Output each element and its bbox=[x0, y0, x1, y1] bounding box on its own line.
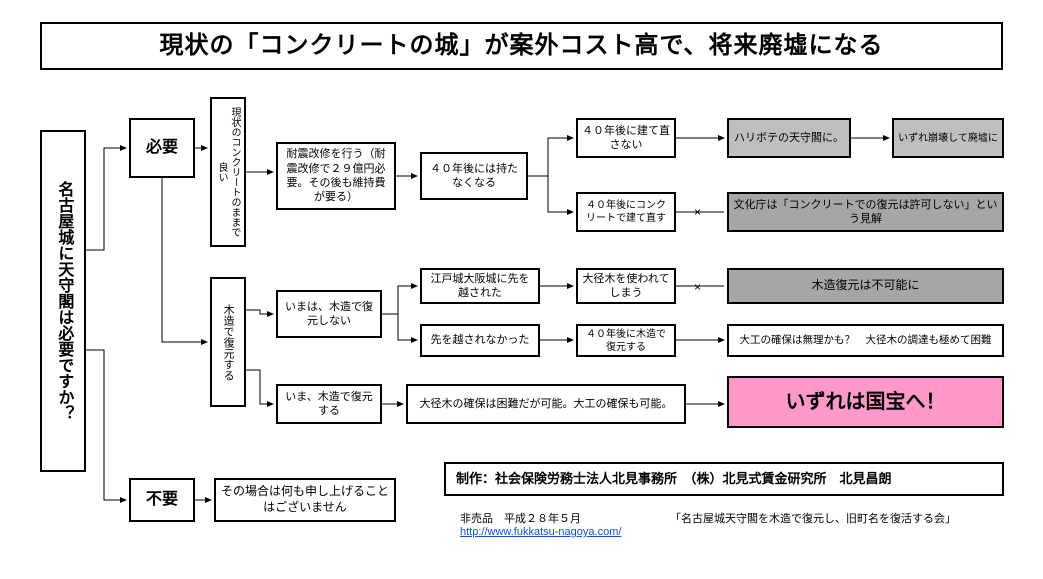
node-not-beaten: 先を越されなかった bbox=[420, 324, 540, 357]
node-big-wood-used: 大径木を使われてしまう bbox=[576, 268, 676, 304]
node-beaten: 江戸城大阪城に先を越された bbox=[420, 268, 540, 304]
node-wood-impossible: 木造復元は不可能に bbox=[727, 268, 1004, 304]
node-wood-ok: 大径木の確保は困難だが可能。大工の確保も可能。 bbox=[406, 384, 686, 424]
text-root-question: 名古屋城に天守閣は必要ですか？ bbox=[53, 181, 74, 421]
text-wood-rebuild: 木造で復元する bbox=[221, 304, 235, 381]
x-mark-2: × bbox=[694, 280, 701, 294]
text-not-for-sale: 非売品 平成２８年５月 bbox=[460, 510, 581, 526]
node-haribote: ハリボテの天守閣に。 bbox=[727, 118, 851, 158]
node-need: 必要 bbox=[129, 118, 195, 178]
text-group: 「名古屋城天守閣を木造で復元し、旧町名を復活する会」 bbox=[670, 510, 956, 526]
canvas: 現状の「コンクリートの城」が案外コスト高で、将来廃墟になる 名古屋城に天守閣は必… bbox=[0, 0, 1043, 579]
node-root-question: 名古屋城に天守閣は必要ですか？ bbox=[40, 130, 86, 472]
node-credit: 制作：社会保険労務士法人北見事務所 （株）北見式賃金研究所 北見昌朗 bbox=[444, 462, 1004, 496]
node-after40-notlast: ４０年後には持たなくなる bbox=[420, 152, 528, 200]
node-noneed-msg: その場合は何も申し上げることはございません bbox=[214, 478, 396, 522]
node-after40-norebuild: ４０年後に建て直さない bbox=[576, 118, 676, 158]
node-now-wood: いま、木造で復元する bbox=[276, 384, 382, 424]
node-national-treasure: いずれは国宝へ！ bbox=[727, 376, 1004, 428]
node-concrete-asis: 現状のコンクリートのままで良い bbox=[210, 97, 246, 247]
node-after40-concrete: ４０年後にコンクリートで建て直す bbox=[576, 192, 676, 232]
x-mark-1: × bbox=[694, 205, 701, 219]
node-wood-rebuild: 木造で復元する bbox=[210, 277, 246, 407]
text-concrete-asis: 現状のコンクリートのままで良い bbox=[215, 103, 241, 241]
title: 現状の「コンクリートの城」が案外コスト高で、将来廃墟になる bbox=[40, 22, 1003, 70]
node-collapse: いずれ崩壊して廃墟に bbox=[892, 118, 1004, 158]
link-url[interactable]: http://www.fukkatsu-nagoya.com/ bbox=[460, 526, 621, 538]
node-bunkacho: 文化庁は「コンクリートでの復元は許可しない」という見解 bbox=[727, 192, 1004, 232]
node-noneed: 不要 bbox=[129, 478, 195, 522]
node-seismic: 耐震改修を行う（耐震改修で２９億円必要。その後も維持費が要る） bbox=[276, 142, 396, 210]
node-after40-wood: ４０年後に木造で復元する bbox=[576, 324, 676, 357]
node-now-not-wood: いまは、木造で復元しない bbox=[276, 290, 382, 338]
node-carpenter-hard: 大工の確保は無理かも？ 大径木の調達も極めて困難 bbox=[727, 324, 1004, 357]
